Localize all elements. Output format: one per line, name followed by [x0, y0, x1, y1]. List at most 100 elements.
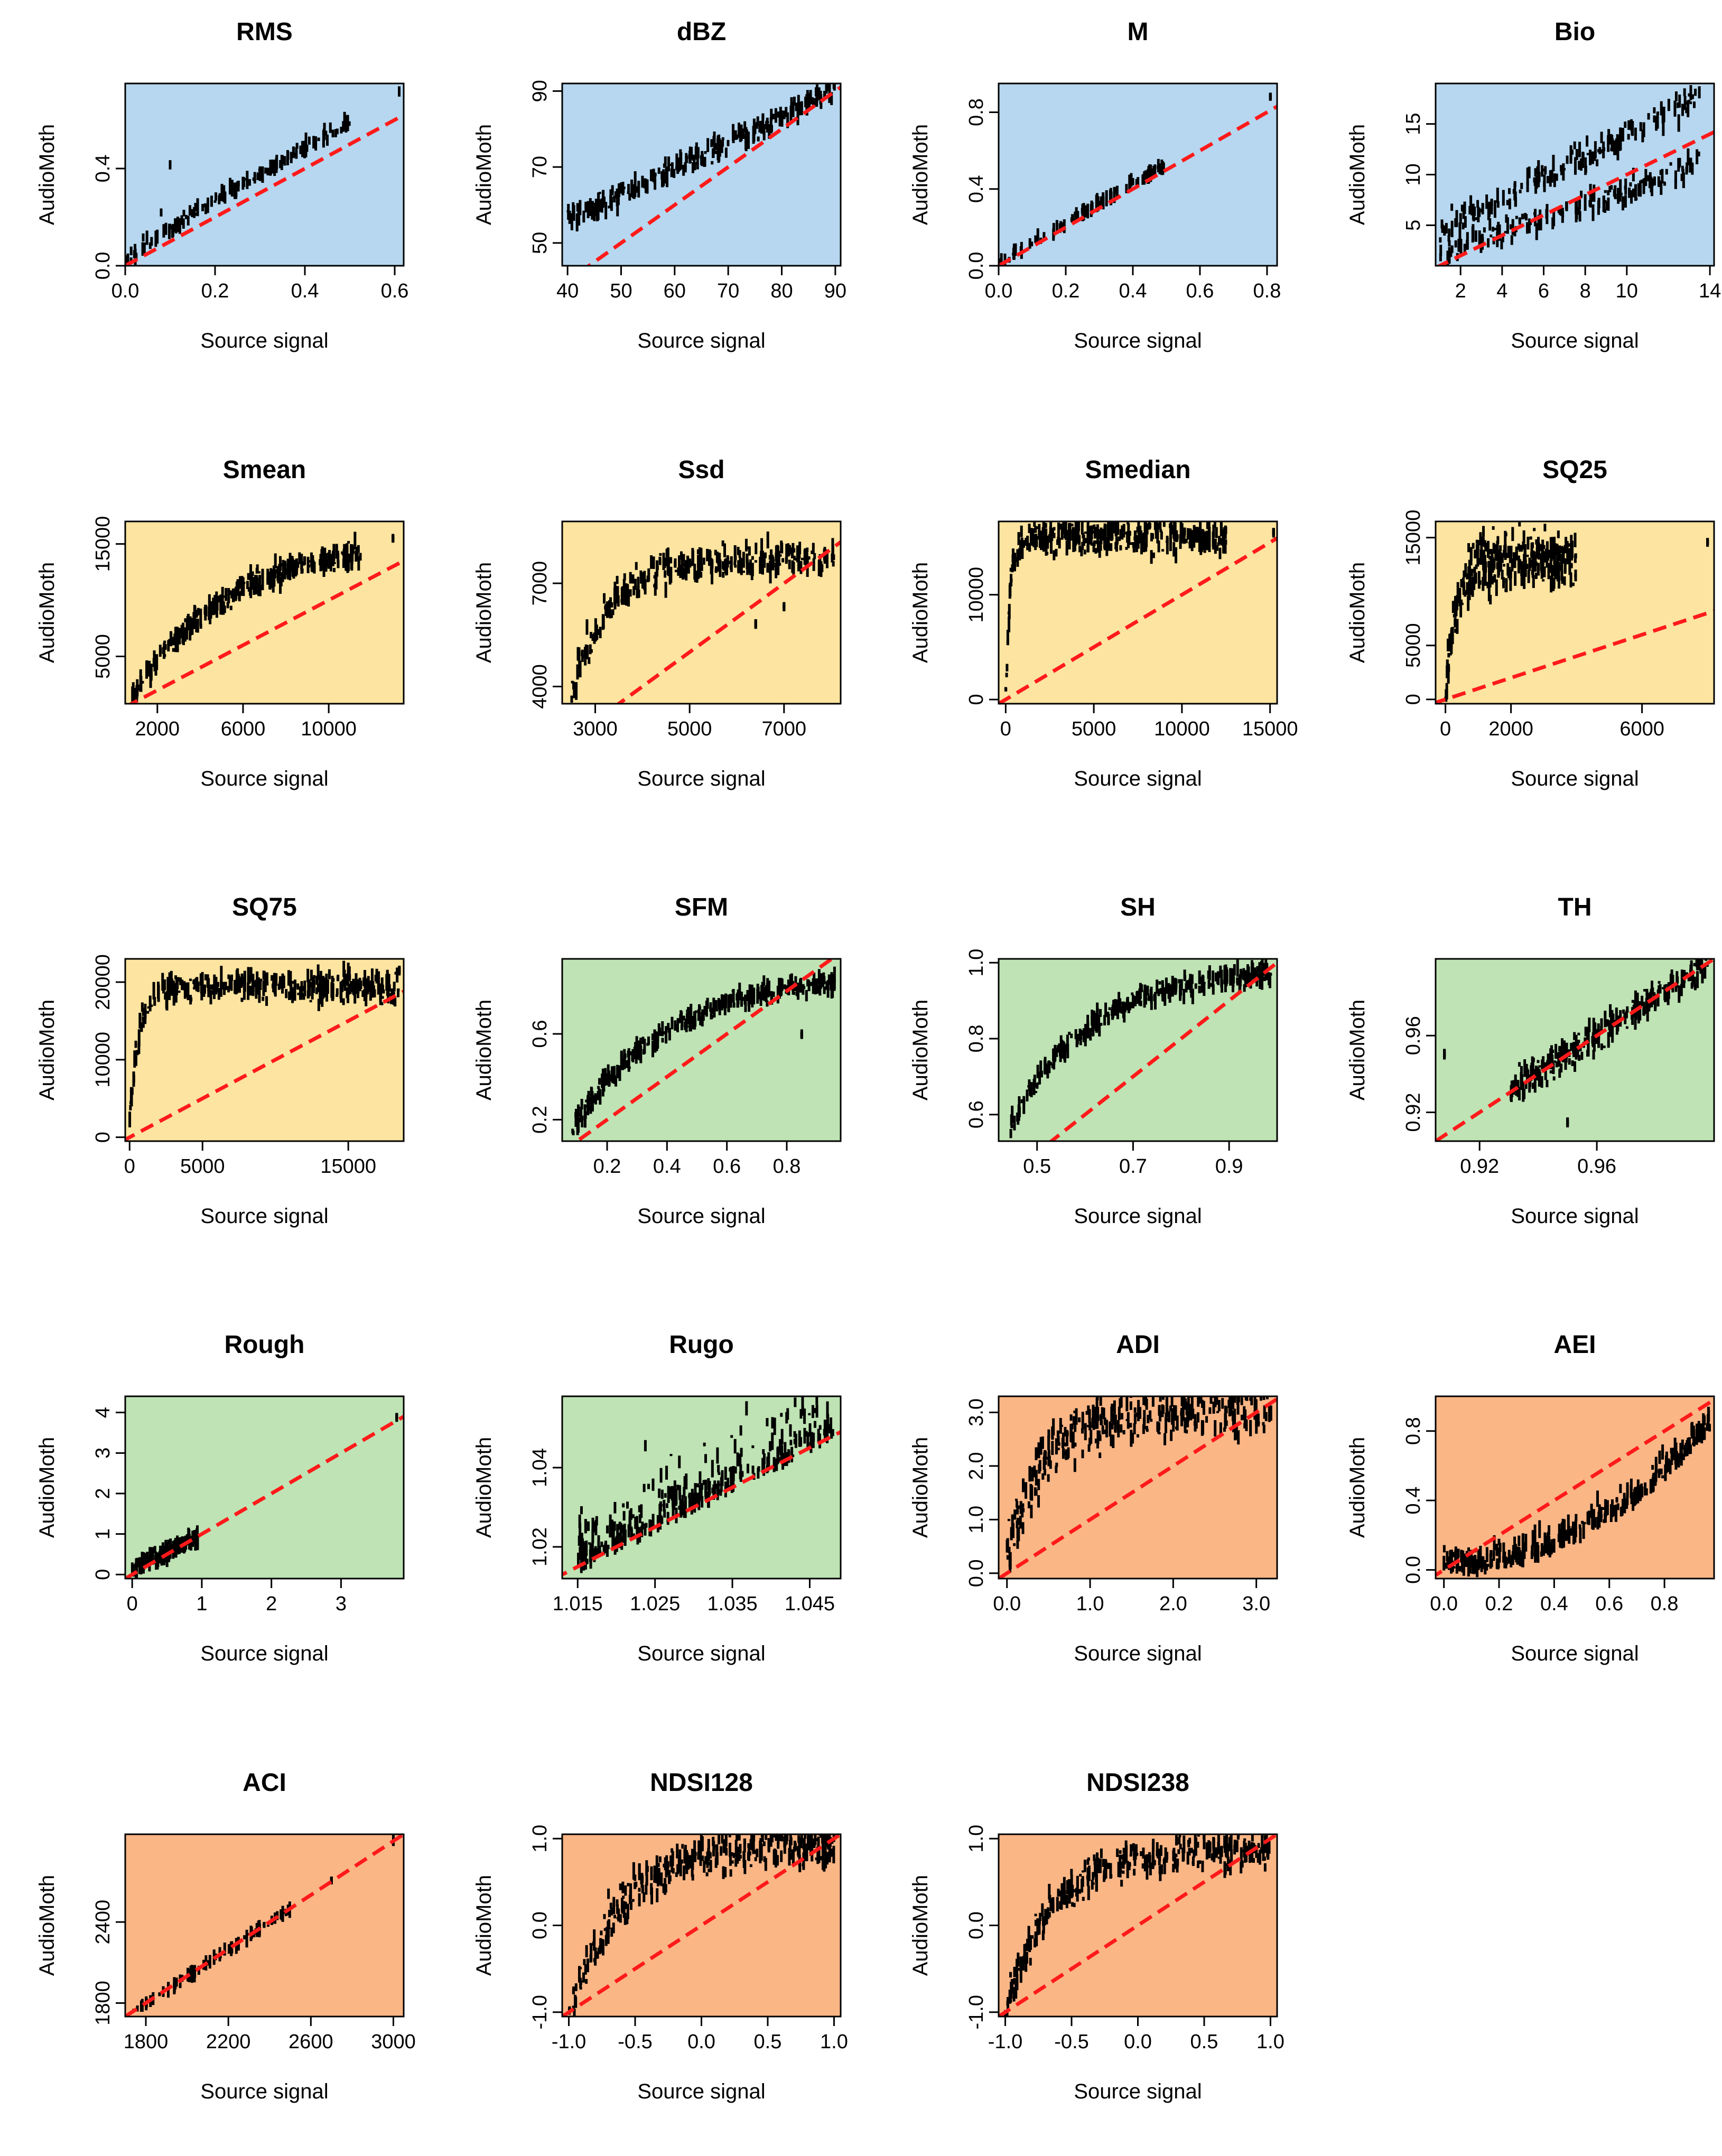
point — [1039, 1060, 1042, 1074]
point — [1472, 227, 1474, 242]
point — [1455, 210, 1458, 227]
point — [1541, 165, 1543, 177]
point — [1465, 592, 1468, 595]
point — [1579, 1528, 1581, 1543]
point — [1174, 1408, 1177, 1421]
point — [303, 556, 306, 564]
point — [623, 1511, 626, 1520]
x-tick-label: 15000 — [320, 1155, 376, 1178]
point — [374, 990, 376, 997]
point — [277, 568, 280, 578]
point — [1581, 152, 1584, 168]
point — [703, 557, 705, 565]
point — [584, 1519, 587, 1533]
x-tick-label: 2000 — [1488, 718, 1533, 740]
point — [203, 985, 206, 994]
point — [1093, 530, 1095, 534]
point — [1237, 1430, 1240, 1444]
point — [1503, 564, 1505, 566]
x-tick-label: 7000 — [762, 718, 807, 740]
point — [1107, 536, 1110, 540]
point — [318, 137, 320, 141]
point — [1103, 532, 1106, 548]
point — [1673, 100, 1676, 116]
point — [1143, 1418, 1146, 1429]
x-tick-label: 1 — [196, 1593, 207, 1615]
point — [755, 560, 757, 563]
point — [1264, 1378, 1267, 1383]
point — [684, 1505, 686, 1509]
point — [634, 182, 636, 197]
point — [685, 155, 688, 163]
point — [375, 975, 377, 981]
point — [1630, 190, 1633, 203]
point — [1492, 526, 1495, 530]
y-tick-label: 5000 — [92, 634, 114, 679]
point — [136, 685, 139, 690]
point — [322, 976, 324, 990]
point — [624, 1529, 627, 1541]
point — [1084, 549, 1086, 554]
point — [1574, 533, 1577, 547]
x-tick-label: 0.2 — [201, 280, 229, 302]
point — [1546, 1080, 1548, 1087]
point — [628, 1067, 631, 1069]
x-tick-label: 3 — [336, 1593, 347, 1615]
point — [1217, 542, 1220, 546]
point — [1588, 1510, 1590, 1525]
point — [1526, 1070, 1529, 1078]
point — [1030, 1505, 1032, 1518]
x-axis-label: Source signal — [637, 767, 765, 790]
point — [591, 1091, 593, 1097]
y-tick-label: 5000 — [1402, 623, 1425, 668]
point — [606, 601, 609, 618]
point — [571, 1128, 574, 1133]
point — [825, 981, 828, 990]
point — [331, 983, 334, 1001]
plot-area — [999, 959, 1277, 1141]
x-tick-label: 0 — [124, 1155, 135, 1178]
point — [1228, 1384, 1231, 1393]
point — [1600, 1043, 1603, 1050]
point — [1094, 1407, 1097, 1420]
point — [604, 202, 607, 219]
point — [222, 185, 225, 202]
point — [1547, 176, 1549, 183]
point — [1550, 538, 1553, 553]
point — [769, 124, 771, 133]
point — [721, 994, 723, 1004]
point — [1156, 979, 1158, 994]
point — [789, 974, 792, 979]
y-axis-label: AudioMoth — [35, 1000, 59, 1100]
point — [1514, 191, 1517, 207]
point — [1630, 119, 1633, 131]
point — [670, 1454, 673, 1456]
point — [1087, 1405, 1090, 1414]
point — [585, 619, 588, 634]
point — [1606, 1019, 1609, 1026]
point — [1443, 1053, 1446, 1060]
point — [1037, 1072, 1039, 1075]
point — [594, 1093, 597, 1096]
point — [336, 128, 339, 134]
point — [1099, 550, 1101, 558]
point — [1115, 537, 1118, 552]
point — [244, 984, 246, 990]
point — [184, 618, 187, 622]
point — [667, 567, 670, 570]
point — [637, 577, 640, 590]
point — [1453, 614, 1456, 618]
x-tick-label: 10000 — [1154, 718, 1210, 740]
point — [1105, 1420, 1108, 1437]
point — [323, 130, 326, 133]
point — [266, 973, 268, 983]
point — [606, 1525, 609, 1533]
point — [1476, 540, 1478, 544]
point — [133, 1050, 136, 1068]
point — [1492, 227, 1494, 231]
point — [1099, 1452, 1101, 1458]
point — [1543, 566, 1546, 577]
y-tick-label: 1.02 — [529, 1527, 551, 1566]
point — [1678, 158, 1681, 167]
